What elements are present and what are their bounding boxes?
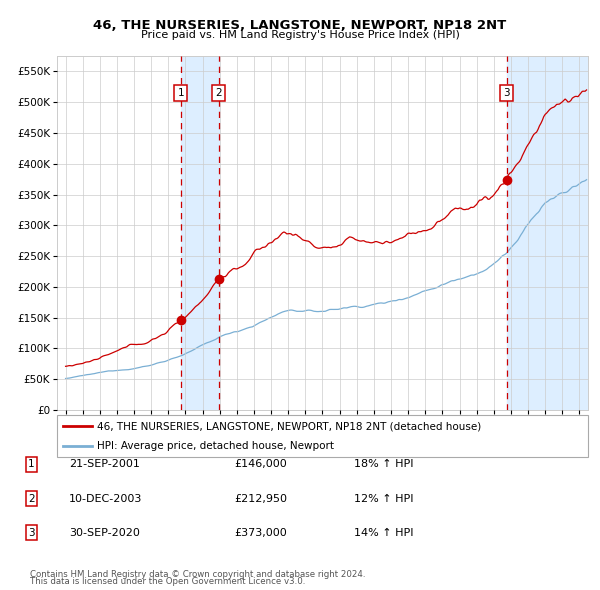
- FancyBboxPatch shape: [57, 415, 588, 457]
- Text: 46, THE NURSERIES, LANGSTONE, NEWPORT, NP18 2NT: 46, THE NURSERIES, LANGSTONE, NEWPORT, N…: [94, 19, 506, 32]
- Text: 21-SEP-2001: 21-SEP-2001: [69, 460, 140, 469]
- Text: 2: 2: [215, 88, 222, 98]
- Bar: [181, 56, 218, 410]
- Text: 18% ↑ HPI: 18% ↑ HPI: [354, 460, 413, 469]
- Text: HPI: Average price, detached house, Newport: HPI: Average price, detached house, Newp…: [97, 441, 334, 451]
- Bar: [506, 56, 588, 410]
- Text: 14% ↑ HPI: 14% ↑ HPI: [354, 528, 413, 537]
- Text: 3: 3: [503, 88, 510, 98]
- Text: 1: 1: [28, 460, 35, 469]
- Text: This data is licensed under the Open Government Licence v3.0.: This data is licensed under the Open Gov…: [30, 578, 305, 586]
- Text: £146,000: £146,000: [234, 460, 287, 469]
- Text: £373,000: £373,000: [234, 528, 287, 537]
- Text: 12% ↑ HPI: 12% ↑ HPI: [354, 494, 413, 503]
- Text: 2: 2: [28, 494, 35, 503]
- Text: £212,950: £212,950: [234, 494, 287, 503]
- Text: 1: 1: [178, 88, 184, 98]
- Text: 3: 3: [28, 528, 35, 537]
- Text: 46, THE NURSERIES, LANGSTONE, NEWPORT, NP18 2NT (detached house): 46, THE NURSERIES, LANGSTONE, NEWPORT, N…: [97, 421, 481, 431]
- Text: Price paid vs. HM Land Registry's House Price Index (HPI): Price paid vs. HM Land Registry's House …: [140, 30, 460, 40]
- Text: 30-SEP-2020: 30-SEP-2020: [69, 528, 140, 537]
- Text: 10-DEC-2003: 10-DEC-2003: [69, 494, 142, 503]
- Text: Contains HM Land Registry data © Crown copyright and database right 2024.: Contains HM Land Registry data © Crown c…: [30, 571, 365, 579]
